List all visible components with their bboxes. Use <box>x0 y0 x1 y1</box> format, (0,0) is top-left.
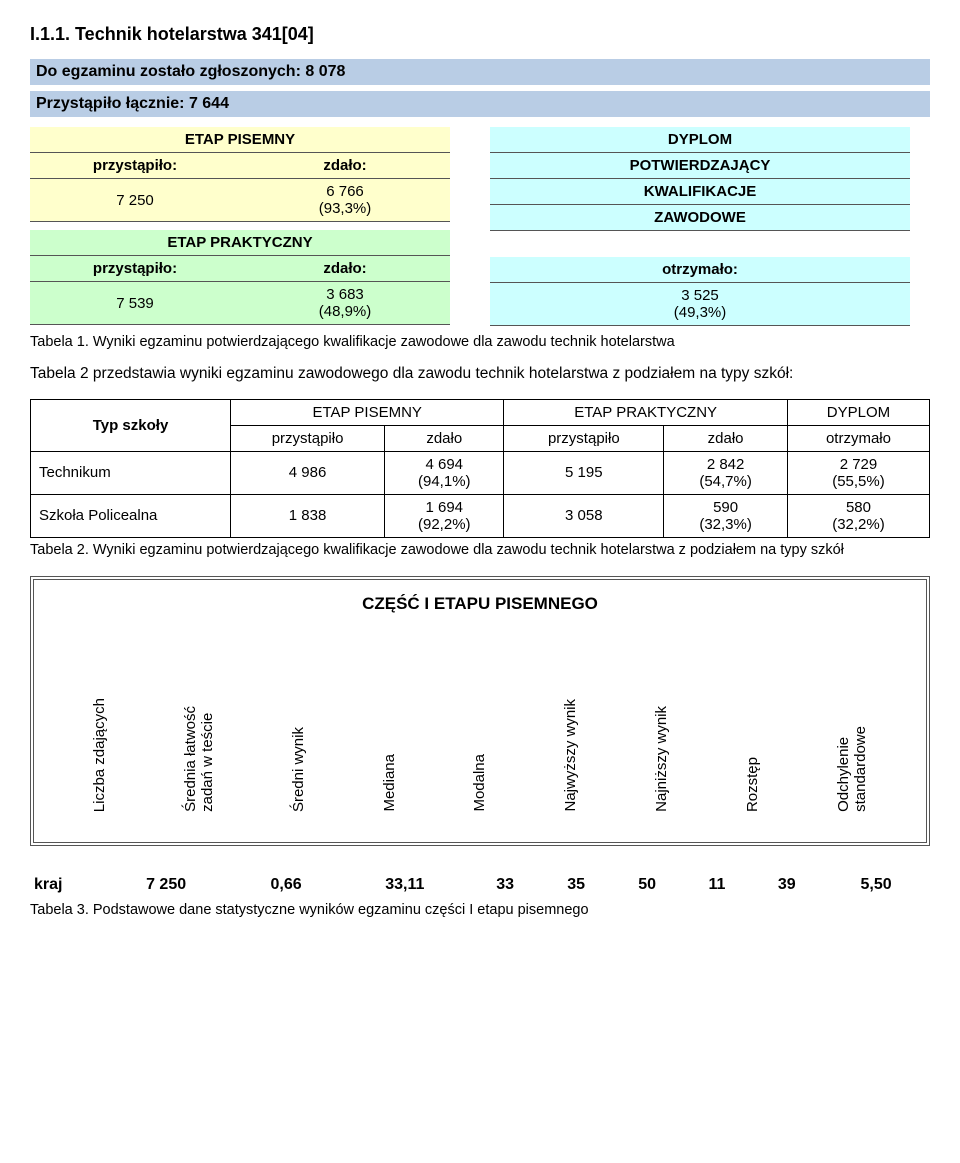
dyplom-line-kwal: KWALIFIKACJE <box>490 179 910 205</box>
t2-r1-pisz: 1 694 (92,2%) <box>385 494 504 537</box>
t2-r0-pisz-n: 4 694 <box>425 456 463 473</box>
t2-h-zdalo2: zdało <box>664 425 788 451</box>
stats-val-3: 33 <box>470 870 541 900</box>
t2-r0-dyp-pct: (55,5%) <box>832 473 885 490</box>
table3-caption: Tabela 3. Podstawowe dane statystyczne w… <box>30 902 930 918</box>
label-zdalo: zdało: <box>240 256 450 282</box>
t2-r1-praz-n: 590 <box>713 499 738 516</box>
t2-r0-pisz: 4 694 (94,1%) <box>385 451 504 494</box>
stats-val-8: 5,50 <box>822 870 930 900</box>
prakt-zdalo-n: 3 683 <box>326 286 364 303</box>
t2-h-dyplom: DYPLOM <box>787 399 929 425</box>
t2-r1-pisz-n: 1 694 <box>425 499 463 516</box>
prakt-przystapilo: 7 539 <box>30 282 240 325</box>
t2-r0-pisz-pct: (94,1%) <box>418 473 471 490</box>
t2-r1-label: Szkoła Policealna <box>31 494 231 537</box>
vert-label-4: Modalna <box>471 754 488 812</box>
pisemny-zdalo: 6 766 (93,3%) <box>240 179 450 222</box>
stats-val-7: 39 <box>751 870 822 900</box>
t2-h-zdalo1: zdało <box>385 425 504 451</box>
t2-r1-praz: 590 (32,3%) <box>664 494 788 537</box>
stats-box: CZĘŚĆ I ETAPU PISEMNEGO Liczba zdających… <box>30 576 930 846</box>
table-row: Technikum 4 986 4 694 (94,1%) 5 195 2 84… <box>31 451 930 494</box>
dyplom-line-potw: POTWIERDZAJĄCY <box>490 153 910 179</box>
t2-r1-dyp: 580 (32,2%) <box>787 494 929 537</box>
etap-pisemny-table: ETAP PISEMNY przystąpiło: zdało: 7 250 6… <box>30 127 450 222</box>
t2-r1-praz-pct: (32,3%) <box>699 516 752 533</box>
t2-r0-label: Technikum <box>31 451 231 494</box>
dyplom-otrzymalo: 3 525 (49,3%) <box>490 283 910 326</box>
stats-val-5: 50 <box>612 870 683 900</box>
t2-r0-praz: 2 842 (54,7%) <box>664 451 788 494</box>
t2-r1-pisp: 1 838 <box>231 494 385 537</box>
vert-label-8: Odchylenie standardowe <box>835 726 869 812</box>
t2-r1-dyp-n: 580 <box>846 499 871 516</box>
t2-r1-dyp-pct: (32,2%) <box>832 516 885 533</box>
t2-r0-dyp: 2 729 (55,5%) <box>787 451 929 494</box>
pisemny-zdalo-pct: (93,3%) <box>319 200 372 217</box>
vert-label-0: Liczba zdających <box>91 698 108 812</box>
etap-prakt-title: ETAP PRAKTYCZNY <box>30 230 450 256</box>
vert-label-5: Najwyższy wynik <box>562 699 579 812</box>
stats-label: kraj <box>30 870 100 900</box>
dyplom-otrz-pct: (49,3%) <box>674 304 727 321</box>
vertical-labels-row: Liczba zdających Średnia łatwość zadań w … <box>44 632 916 812</box>
dyplom-otrz-n: 3 525 <box>681 287 719 304</box>
vert-label-3: Mediana <box>381 754 398 812</box>
dyplom-title: DYPLOM <box>490 127 910 153</box>
label-otrzymalo: otrzymało: <box>490 257 910 283</box>
vert-label-6: Najniższy wynik <box>653 706 670 812</box>
pisemny-zdalo-n: 6 766 <box>326 183 364 200</box>
header-took-exam: Przystąpiło łącznie: 7 644 <box>30 91 930 117</box>
stats-val-2: 33,11 <box>340 870 470 900</box>
label-przystapilo: przystąpiło: <box>30 256 240 282</box>
stats-val-1: 0,66 <box>232 870 340 900</box>
stats-val-6: 11 <box>683 870 752 900</box>
etap-prakt-table: ETAP PRAKTYCZNY przystąpiło: zdało: 7 53… <box>30 230 450 325</box>
table2-caption: Tabela 2. Wyniki egzaminu potwierdzające… <box>30 542 930 558</box>
t2-r0-praz-pct: (54,7%) <box>699 473 752 490</box>
t2-h-pisemny: ETAP PISEMNY <box>231 399 504 425</box>
vert-label-7: Rozstęp <box>744 757 761 812</box>
stats-val-4: 35 <box>541 870 612 900</box>
t2-r1-prap: 3 058 <box>504 494 664 537</box>
t2-h-otrz: otrzymało <box>787 425 929 451</box>
table-row: Szkoła Policealna 1 838 1 694 (92,2%) 3 … <box>31 494 930 537</box>
dyplom-otrz-table: otrzymało: 3 525 (49,3%) <box>490 257 910 326</box>
prakt-zdalo-pct: (48,9%) <box>319 303 372 320</box>
stats-table: kraj 7 2500,6633,1133355011395,50 <box>30 870 930 900</box>
dyplom-table: DYPLOM POTWIERDZAJĄCY KWALIFIKACJE ZAWOD… <box>490 127 910 231</box>
paragraph-intro-t2: Tabela 2 przedstawia wyniki egzaminu zaw… <box>30 364 930 385</box>
summary-left: ETAP PISEMNY przystąpiło: zdało: 7 250 6… <box>30 127 450 326</box>
t2-h-przyst1: przystąpiło <box>231 425 385 451</box>
stats-row: kraj 7 2500,6633,1133355011395,50 <box>30 870 930 900</box>
dyplom-line-zaw: ZAWODOWE <box>490 205 910 231</box>
table2: Typ szkoły ETAP PISEMNY ETAP PRAKTYCZNY … <box>30 399 930 538</box>
t2-r0-prap: 5 195 <box>504 451 664 494</box>
t2-h-prakt: ETAP PRAKTYCZNY <box>504 399 788 425</box>
prakt-zdalo: 3 683 (48,9%) <box>240 282 450 325</box>
etap-pisemny-title: ETAP PISEMNY <box>30 127 450 153</box>
section-title: I.1.1. Technik hotelarstwa 341[04] <box>30 24 930 45</box>
summary-right: DYPLOM POTWIERDZAJĄCY KWALIFIKACJE ZAWOD… <box>490 127 910 326</box>
t2-r0-praz-n: 2 842 <box>707 456 745 473</box>
t2-r1-pisz-pct: (92,2%) <box>418 516 471 533</box>
label-zdalo: zdało: <box>240 153 450 179</box>
t2-r0-dyp-n: 2 729 <box>840 456 878 473</box>
t2-r0-pisp: 4 986 <box>231 451 385 494</box>
table1-caption: Tabela 1. Wyniki egzaminu potwierdzające… <box>30 334 930 350</box>
t2-h-typ: Typ szkoły <box>31 399 231 451</box>
header-registered: Do egzaminu zostało zgłoszonych: 8 078 <box>30 59 930 85</box>
vert-label-2: Średni wynik <box>290 727 307 812</box>
t2-h-przyst2: przystąpiło <box>504 425 664 451</box>
box-title: CZĘŚĆ I ETAPU PISEMNEGO <box>44 594 916 614</box>
vert-label-1: Średnia łatwość zadań w teście <box>182 706 216 812</box>
stats-val-0: 7 250 <box>100 870 232 900</box>
summary-block: ETAP PISEMNY przystąpiło: zdało: 7 250 6… <box>30 127 930 326</box>
label-przystapilo: przystąpiło: <box>30 153 240 179</box>
pisemny-przystapilo: 7 250 <box>30 179 240 222</box>
